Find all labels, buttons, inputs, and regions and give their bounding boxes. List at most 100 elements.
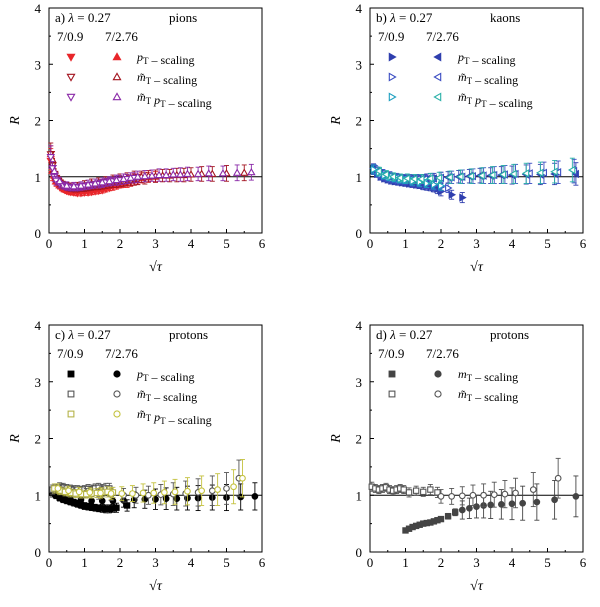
x-tick-label: 1 — [402, 555, 409, 570]
legend-marker — [113, 390, 121, 398]
y-tick-label: 3 — [35, 57, 42, 72]
data-point — [223, 485, 230, 492]
y-tick-label: 4 — [356, 318, 363, 333]
legend-marker — [66, 73, 76, 82]
annotation: b) λ = 0.27 kaons 7/0.9 7/2.76 — [376, 10, 520, 44]
data-point — [458, 506, 466, 514]
column-header: 7/2.76 — [426, 29, 459, 44]
x-tick-label: 4 — [509, 555, 516, 570]
y-tick-label: 2 — [356, 432, 363, 447]
data-point — [480, 491, 487, 499]
data-point — [452, 509, 459, 516]
legend-marker — [434, 390, 442, 398]
data-point — [430, 180, 439, 189]
x-tick-label: 6 — [580, 555, 587, 570]
legend: pT – scaling m̃T – scaling m̃T pT – scalin… — [67, 367, 212, 427]
data-point — [445, 173, 453, 182]
column-header: 7/0.9 — [378, 29, 404, 44]
data-point — [539, 168, 547, 178]
legend-marker — [113, 410, 121, 418]
y-tick-label: 2 — [35, 114, 42, 129]
x-tick-label: 4 — [188, 555, 195, 570]
x-tick-label: 3 — [473, 555, 480, 570]
data-point — [497, 500, 505, 508]
legend-marker — [388, 52, 397, 62]
data-points — [368, 457, 580, 534]
legend-marker — [388, 72, 397, 82]
x-tick-label: 2 — [438, 236, 445, 251]
legend-marker — [433, 92, 442, 102]
y-tick-label: 1 — [35, 488, 42, 503]
data-point — [204, 168, 213, 177]
y-tick-label: 0 — [35, 226, 42, 241]
data-point — [218, 168, 228, 177]
data-point — [466, 171, 475, 181]
y-tick-label: 3 — [35, 375, 42, 390]
particle-label: pions — [169, 10, 197, 25]
data-point — [239, 474, 246, 482]
data-point — [50, 166, 59, 175]
panel-label: d) λ = 0.27 — [376, 327, 433, 342]
annotation: d) λ = 0.27 protons 7/0.9 7/2.76 — [376, 327, 529, 361]
data-point — [487, 501, 495, 509]
series-5 — [374, 157, 576, 184]
data-point — [112, 175, 121, 184]
data-point — [448, 190, 457, 199]
x-tick-label: 1 — [81, 555, 88, 570]
data-point — [437, 181, 446, 190]
data-point — [409, 174, 418, 184]
particle-label: protons — [490, 327, 529, 342]
x-tick-label: 6 — [259, 236, 266, 251]
data-point — [113, 504, 120, 511]
legend-marker — [388, 390, 396, 398]
data-point — [161, 489, 168, 496]
x-tick-label: 6 — [259, 555, 266, 570]
y-tick-label: 1 — [356, 170, 363, 185]
y-tick-label: 4 — [35, 318, 42, 333]
data-point — [214, 486, 221, 493]
legend-marker — [112, 72, 122, 81]
data-point — [417, 174, 425, 184]
data-points — [46, 142, 256, 198]
x-tick-label: 3 — [152, 555, 159, 570]
y-tick-label: 0 — [356, 545, 363, 560]
data-point — [525, 169, 533, 178]
data-point — [423, 179, 432, 188]
data-point — [98, 177, 107, 186]
legend-label: m̃T pT – scaling — [458, 90, 533, 110]
y-tick-label: 0 — [356, 226, 363, 241]
legend-marker — [388, 370, 396, 378]
x-tick-label: 5 — [223, 236, 230, 251]
series-5 — [54, 459, 246, 506]
data-point — [512, 489, 519, 497]
x-tick-label: 2 — [117, 236, 124, 251]
data-point — [437, 493, 445, 500]
data-point — [444, 513, 452, 520]
data-point — [154, 170, 164, 179]
data-point — [445, 183, 453, 193]
data-point — [412, 487, 420, 494]
data-point — [521, 169, 530, 178]
x-tick-label: 2 — [438, 555, 445, 570]
column-header: 7/0.9 — [378, 346, 404, 361]
chart-panel-b: 0 1 2 3 4 5 6 0 1 2 3 4 √τ Rb) λ = 0.27 kaons 7/0.9 7/2.… — [329, 1, 587, 275]
y-tick-label: 0 — [35, 545, 42, 560]
data-points — [49, 459, 259, 514]
x-tick-label: 4 — [188, 236, 195, 251]
data-point — [69, 181, 79, 190]
data-point — [434, 489, 441, 496]
data-point — [509, 169, 517, 179]
annotation: c) λ = 0.27 protons 7/0.9 7/2.76 — [55, 327, 208, 361]
annotation: a) λ = 0.27 pions 7/0.9 7/2.76 — [55, 10, 197, 44]
series-2 — [368, 481, 441, 498]
data-point — [97, 489, 104, 497]
legend-marker — [66, 93, 76, 102]
data-point — [427, 486, 434, 493]
legend-marker — [113, 370, 121, 378]
data-point — [230, 483, 237, 491]
y-tick-label: 4 — [356, 1, 363, 16]
chart-panel-c: 0 1 2 3 4 5 6 0 1 2 3 4 √τ Rc) λ = 0.27 protons 7/0.9 7/… — [8, 318, 266, 594]
data-point — [133, 172, 142, 180]
column-header: 7/0.9 — [57, 346, 83, 361]
